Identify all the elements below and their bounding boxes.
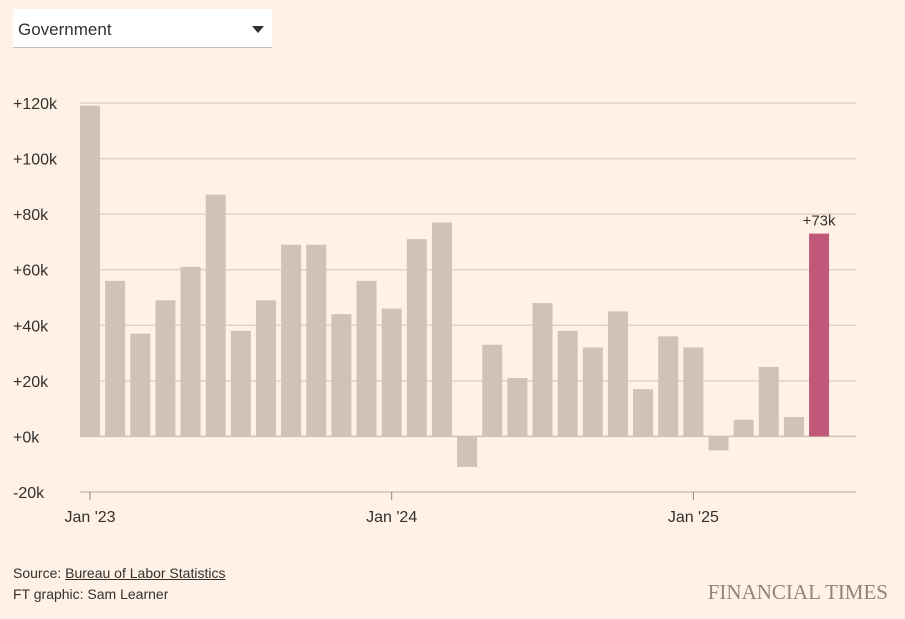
bar [708, 436, 729, 451]
bar [582, 347, 603, 437]
x-tick-label: Jan '23 [64, 509, 115, 526]
y-tick-label: +80k [13, 207, 49, 224]
source-prefix: Source: [13, 565, 66, 581]
dropdown-selected-label: Government [18, 20, 112, 39]
bar [758, 366, 779, 437]
bar [809, 233, 830, 437]
ft-logo: FINANCIAL TIMES [707, 580, 888, 604]
bar [356, 280, 377, 437]
bar [155, 300, 176, 437]
bar [180, 266, 201, 437]
y-tick-label: +40k [13, 318, 49, 335]
y-tick-label: +20k [13, 374, 49, 391]
x-tick-label: Jan '24 [366, 509, 417, 526]
bar-chart: -20k +0k +20k +40k +60k +80k +100k +120k +73k Jan… [13, 96, 856, 526]
bar [607, 311, 628, 437]
bar [105, 280, 126, 437]
bar [557, 330, 578, 437]
y-tick-label: +100k [13, 152, 58, 169]
bar [281, 244, 302, 437]
bar [130, 333, 151, 437]
bar [406, 239, 427, 437]
bar [457, 436, 478, 467]
x-tick-label: Jan '25 [668, 509, 719, 526]
y-tick-label: -20k [13, 485, 45, 502]
bar [331, 314, 352, 437]
source-link[interactable]: Bureau of Labor Statistics [65, 565, 226, 581]
bar [683, 347, 704, 437]
bar [255, 300, 276, 437]
y-tick-label: +60k [13, 263, 49, 280]
caret-down-icon [252, 26, 264, 33]
highlight-data-label: +73k [803, 213, 836, 230]
bar [80, 105, 100, 437]
bar [507, 378, 528, 437]
y-tick-label: +120k [13, 96, 58, 113]
bar [532, 303, 553, 437]
bar [205, 194, 226, 437]
bar [733, 419, 754, 437]
bar [431, 222, 452, 437]
bar [633, 389, 654, 437]
y-tick-label: +0k [13, 429, 40, 446]
category-dropdown[interactable]: Government [13, 9, 272, 48]
bar [783, 416, 804, 437]
bar [306, 244, 327, 437]
bar [230, 330, 251, 437]
graphic-credit: FT graphic: Sam Learner [13, 586, 169, 602]
bar [482, 344, 503, 437]
source-line: Source: Bureau of Labor Statistics [13, 565, 225, 581]
bar [658, 336, 679, 437]
bar [381, 308, 402, 437]
